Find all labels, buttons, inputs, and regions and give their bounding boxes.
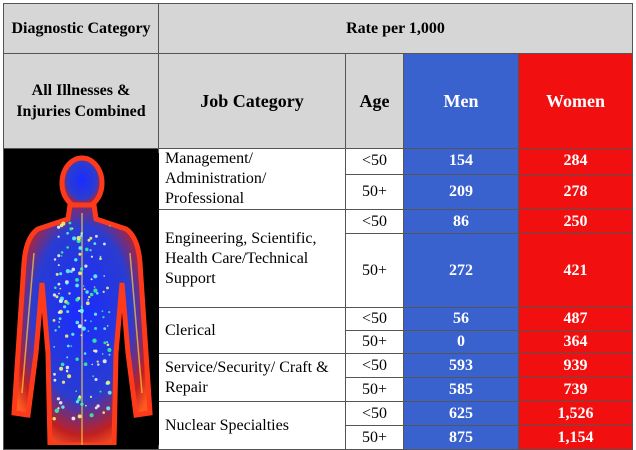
- women-rate: 364: [519, 331, 633, 354]
- data-row: Management/ Administration/ Professional…: [4, 149, 633, 175]
- job-category: Clerical: [159, 308, 346, 354]
- header-cell: Women: [519, 54, 633, 149]
- women-rate: 487: [519, 308, 633, 331]
- job-category: Engineering, Scientific, Health Care/Tec…: [159, 210, 346, 308]
- header-cell: Rate per 1,000: [159, 4, 633, 54]
- age-cell: 50+: [346, 234, 404, 308]
- age-cell: <50: [346, 354, 404, 378]
- rate-table: Diagnostic Category Rate per 1,000 All I…: [3, 3, 633, 450]
- women-rate: 939: [519, 354, 633, 378]
- age-cell: 50+: [346, 426, 404, 450]
- job-category: Management/ Administration/ Professional: [159, 149, 346, 210]
- age-cell: 50+: [346, 174, 404, 209]
- women-rate: 739: [519, 378, 633, 402]
- women-rate: 284: [519, 149, 633, 175]
- age-cell: <50: [346, 402, 404, 426]
- men-rate: 272: [404, 234, 519, 308]
- men-rate: 585: [404, 378, 519, 402]
- men-rate: 875: [404, 426, 519, 450]
- women-rate: 278: [519, 174, 633, 209]
- age-cell: <50: [346, 210, 404, 234]
- header-cell: Men: [404, 54, 519, 149]
- men-rate: 625: [404, 402, 519, 426]
- body-image-cell: [4, 149, 159, 450]
- job-category: Nuclear Specialties: [159, 402, 346, 450]
- women-rate: 1,154: [519, 426, 633, 450]
- men-rate: 154: [404, 149, 519, 175]
- table-body: Diagnostic Category Rate per 1,000 All I…: [4, 4, 633, 450]
- page: Diagnostic Category Rate per 1,000 All I…: [0, 0, 636, 449]
- header-cell: All Illnesses & Injuries Combined: [4, 54, 159, 149]
- men-rate: 209: [404, 174, 519, 209]
- age-cell: 50+: [346, 331, 404, 354]
- women-rate: 1,526: [519, 402, 633, 426]
- header-row: Diagnostic Category Rate per 1,000: [4, 4, 633, 54]
- job-category: Service/Security/ Craft & Repair: [159, 354, 346, 402]
- men-rate: 56: [404, 308, 519, 331]
- age-cell: <50: [346, 308, 404, 331]
- header-cell: Age: [346, 54, 404, 149]
- age-cell: <50: [346, 149, 404, 175]
- age-cell: 50+: [346, 378, 404, 402]
- women-rate: 421: [519, 234, 633, 308]
- header-cell: Diagnostic Category: [4, 4, 159, 54]
- header-row: All Illnesses & Injuries Combined Job Ca…: [4, 54, 633, 149]
- women-rate: 250: [519, 210, 633, 234]
- men-rate: 86: [404, 210, 519, 234]
- body-scan-image: [4, 153, 159, 445]
- men-rate: 593: [404, 354, 519, 378]
- header-cell: Job Category: [159, 54, 346, 149]
- men-rate: 0: [404, 331, 519, 354]
